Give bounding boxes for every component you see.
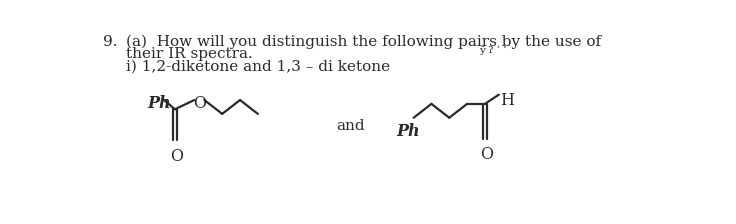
- Text: O: O: [193, 95, 206, 112]
- Text: and: and: [336, 119, 365, 133]
- Text: O: O: [170, 148, 183, 165]
- Text: (a)  How will you distinguish the following pairs by the use of: (a) How will you distinguish the followi…: [126, 34, 601, 49]
- Text: Ph: Ph: [397, 123, 420, 140]
- Text: H: H: [500, 92, 514, 109]
- Text: their IR spectra.: their IR spectra.: [126, 47, 253, 61]
- Text: 9.: 9.: [103, 34, 117, 49]
- Text: ȳ ʔ ʹ ʼ: ȳ ʔ ʹ ʼ: [479, 45, 507, 55]
- Text: O: O: [481, 146, 493, 163]
- Text: Ph: Ph: [147, 95, 171, 112]
- Text: i) 1,2-diketone and 1,3 – di ketone: i) 1,2-diketone and 1,3 – di ketone: [126, 60, 390, 74]
